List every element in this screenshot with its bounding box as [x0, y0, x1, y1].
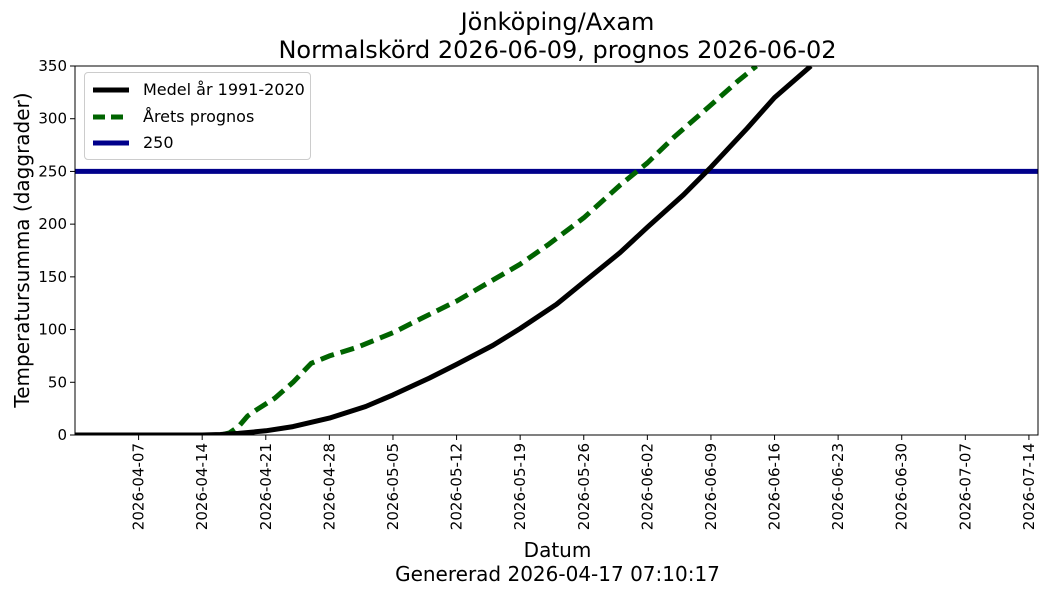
- y-tick-label: 300: [38, 110, 67, 128]
- legend-label-threshold: 250: [143, 133, 174, 152]
- chart-subtitle: Normalskörd 2026-06-09, prognos 2026-06-…: [278, 36, 837, 64]
- y-tick-label: 0: [57, 426, 67, 444]
- plot-frame: [74, 65, 1039, 436]
- legend: Medel år 1991-2020 Årets prognos 250: [84, 72, 311, 160]
- legend-swatch-mean: [93, 87, 129, 93]
- series-layer: [75, 66, 1038, 435]
- x-tick-label: 2026-06-16: [766, 443, 784, 530]
- series-line-0: [75, 66, 813, 435]
- legend-swatch-forecast: [93, 114, 129, 120]
- y-axis-label: Temperatursumma (daggrader): [10, 92, 34, 408]
- chart-title: Jönköping/Axam: [460, 8, 655, 36]
- x-tick-label: 2026-06-02: [638, 443, 656, 530]
- legend-swatch-threshold: [93, 140, 129, 146]
- x-tick-label: 2026-06-30: [893, 443, 911, 530]
- series-line-1: [75, 66, 758, 435]
- y-axis-ticks: 0 50 100 150 200 250 300 350: [38, 57, 75, 444]
- legend-label-forecast: Årets prognos: [143, 107, 255, 126]
- x-tick-label: 2026-04-14: [193, 443, 211, 530]
- y-tick-label: 350: [38, 57, 67, 75]
- legend-item-threshold: 250: [91, 132, 306, 154]
- x-tick-label: 2026-05-19: [511, 443, 529, 530]
- x-tick-label: 2026-05-05: [384, 443, 402, 530]
- x-tick-label: 2026-06-23: [829, 443, 847, 530]
- x-tick-label: 2026-05-26: [575, 443, 593, 530]
- x-tick-label: 2026-07-07: [956, 443, 974, 530]
- x-tick-label: 2026-04-07: [130, 443, 148, 530]
- y-tick-label: 250: [38, 162, 67, 180]
- x-axis-label: Datum: [523, 538, 592, 562]
- legend-item-mean: Medel år 1991-2020: [91, 79, 306, 101]
- x-tick-label: 2026-05-12: [448, 443, 466, 530]
- x-tick-label: 2026-06-09: [702, 443, 720, 530]
- generated-timestamp: Genererad 2026-04-17 07:10:17: [395, 562, 720, 586]
- y-tick-label: 100: [38, 321, 67, 339]
- legend-item-forecast: Årets prognos: [91, 106, 306, 128]
- x-tick-label: 2026-07-14: [1020, 443, 1038, 530]
- y-tick-label: 50: [48, 373, 67, 391]
- legend-label-mean: Medel år 1991-2020: [143, 80, 305, 99]
- y-tick-label: 150: [38, 268, 67, 286]
- x-axis-ticks: 2026-04-07 2026-04-14 2026-04-21 2026-04-28…: [130, 435, 1038, 530]
- x-tick-label: 2026-04-21: [257, 443, 275, 530]
- y-tick-label: 200: [38, 215, 67, 233]
- x-tick-label: 2026-04-28: [320, 443, 338, 530]
